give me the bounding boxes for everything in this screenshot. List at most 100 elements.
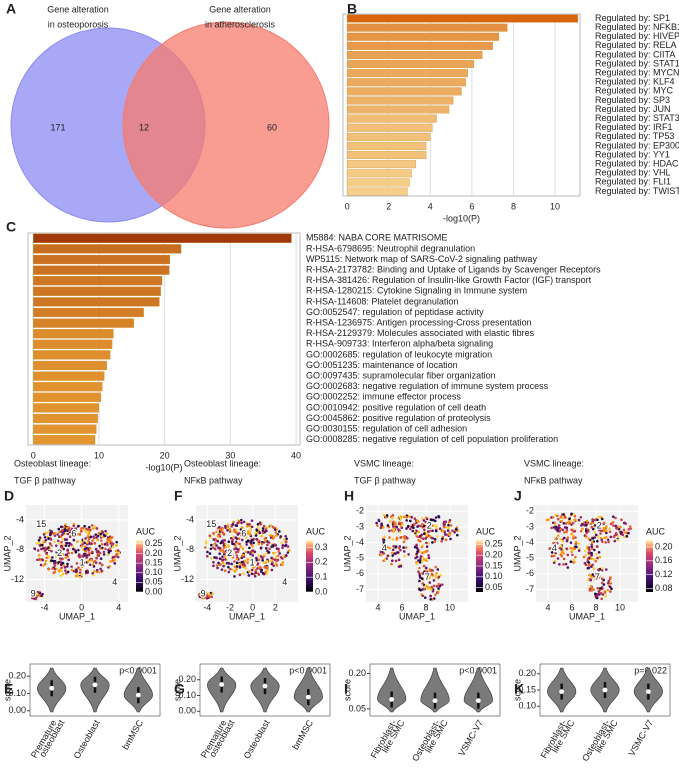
category-label: WP5115: Network map of SARS-CoV-2 signal… [306,254,537,264]
category-label: VSMC-V7 [456,718,485,758]
cluster-label: 1 [80,558,85,568]
cell-point [65,538,69,541]
category-label: GO:0002683: negative regulation of immun… [306,381,549,391]
cell-point [558,529,561,533]
cell-point [284,540,288,544]
cell-point [86,535,90,538]
cell-point [396,527,400,531]
cell-point [591,518,594,521]
cell-point [250,525,254,529]
cell-point [591,540,594,544]
cell-point [405,516,408,519]
cell-point [413,517,417,520]
cell-point [385,514,389,517]
cell-point [41,547,45,550]
y-tick-label: 0.05 [348,703,366,713]
cell-point [35,592,39,596]
cell-point [608,530,612,534]
cell-point [245,540,248,544]
cell-point [227,565,230,569]
x-axis-label: -log10(P) [443,213,480,223]
cell-point [383,535,386,539]
cell-point [79,561,82,565]
cell-point [83,529,86,532]
cell-point [107,540,111,544]
cell-point [416,550,419,553]
x-tick-label: 10 [94,450,104,460]
category-label: R-HSA-6798695: Neutrophil degranulation [306,243,475,253]
y-axis-label: UMAP_2 [172,535,182,571]
cluster-label: 4 [382,543,387,553]
cell-point [577,542,581,545]
bar [347,114,437,123]
cell-point [220,529,224,533]
cell-point [210,557,213,560]
cell-point [91,539,94,542]
panel-label: F [174,488,183,504]
bar [347,169,412,178]
bar [347,105,450,114]
y-tick-label: -2 [356,506,364,516]
cell-point [96,553,100,557]
cell-point [38,536,42,540]
cell-point [428,528,432,532]
cell-point [236,533,240,536]
cell-point [431,536,434,540]
cell-point [599,522,603,526]
cell-point [236,542,239,545]
cell-point [100,534,104,538]
cell-point [203,546,207,549]
cell-point [411,525,414,529]
panel-label: I [344,681,348,697]
bar [33,350,111,360]
cell-point [112,545,115,548]
cell-point [80,573,84,577]
cell-point [440,583,444,586]
cell-point [397,546,401,550]
cell-point [255,528,259,532]
category-label: R-HSA-1280215: Cytokine Signaling in Imm… [306,286,527,296]
cell-point [596,518,599,522]
cell-point [72,538,76,542]
median-point [432,698,438,704]
cell-point [434,574,438,577]
cell-point [99,547,102,550]
cell-point [80,527,83,530]
cell-point [594,559,598,563]
cell-point [249,527,252,531]
cell-point [224,555,227,558]
violin [377,667,407,713]
median-point [389,697,395,702]
colorbar-tick-label: 0.08 [655,583,673,593]
cell-point [212,564,215,568]
cell-point [624,522,628,525]
cell-point [67,544,71,548]
y-tick-label: -4 [526,537,534,547]
cell-point [398,530,402,534]
cell-point [66,565,69,568]
cell-point [432,579,436,582]
cell-point [397,558,401,562]
x-tick-label: 6 [399,602,404,612]
cell-point [590,551,593,555]
cell-point [45,556,48,560]
category-label: Regulated by: STAT3 [595,113,679,123]
cell-point [59,552,62,556]
cell-point [623,535,626,539]
cell-point [424,569,428,572]
panel-title: NFκB pathway [524,475,583,485]
cell-point [437,587,440,590]
cell-point [59,574,63,577]
panel-label: D [4,488,14,504]
cell-point [439,573,442,577]
cell-point [274,555,278,559]
cell-point [42,564,45,567]
cell-point [435,526,438,530]
x-tick-label: 4 [375,602,380,612]
cell-point [421,522,424,526]
y-tick-label: -4 [16,514,24,524]
cell-point [399,536,403,539]
x-tick-label: 40 [291,450,301,460]
cell-point [596,535,600,538]
category-label: GO:0010942: positive regulation of cell … [306,402,486,412]
